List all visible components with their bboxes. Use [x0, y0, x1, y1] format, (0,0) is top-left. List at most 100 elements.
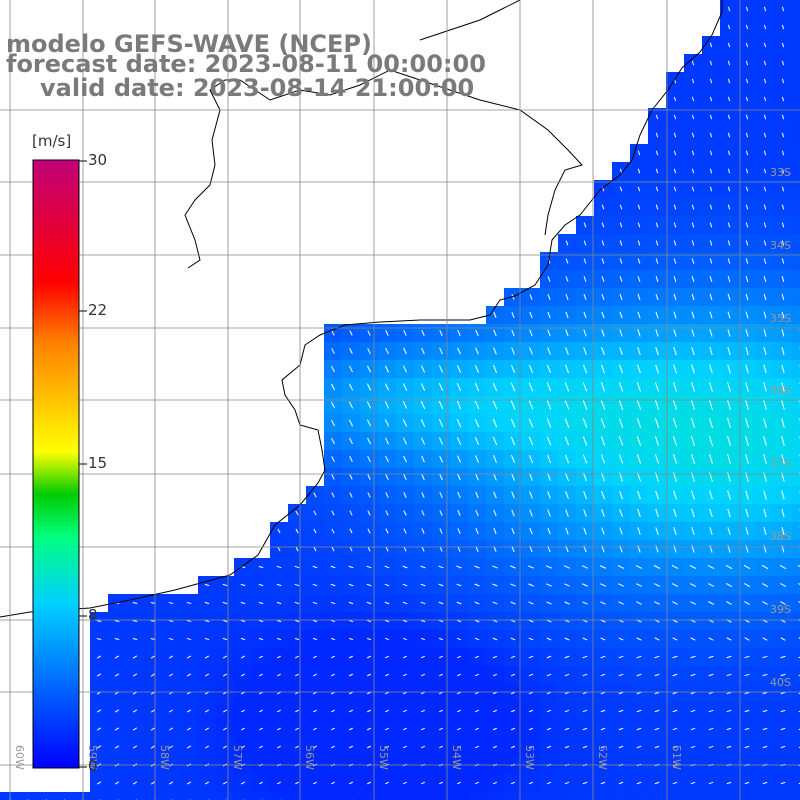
wind-arrow	[492, 781, 498, 785]
wind-arrow	[438, 437, 444, 445]
wind-arrow	[132, 727, 138, 731]
wind-arrow	[204, 601, 210, 605]
wind-arrow	[691, 186, 695, 192]
wind-arrow	[384, 419, 390, 427]
wind-arrow	[763, 78, 767, 84]
wind-arrow	[619, 186, 623, 192]
wind-arrow	[295, 528, 299, 534]
wind-arrow	[366, 419, 372, 427]
wind-arrow	[241, 709, 245, 713]
wind-arrow	[709, 311, 713, 319]
wind-cell	[18, 792, 36, 800]
wind-cell	[72, 792, 90, 800]
wind-arrow	[727, 275, 731, 283]
northern-coast	[419, 0, 521, 41]
wind-arrow	[457, 347, 461, 355]
wind-arrow	[672, 691, 678, 695]
wind-arrow	[600, 382, 606, 392]
wind-arrow	[258, 637, 264, 641]
wind-arrow	[510, 637, 516, 641]
wind-arrow	[511, 473, 515, 481]
wind-arrow	[385, 528, 389, 534]
wind-arrow	[600, 655, 606, 659]
wind-arrow	[636, 673, 642, 677]
wind-arrow	[312, 601, 318, 605]
wind-arrow	[780, 637, 786, 641]
wind-arrow	[294, 709, 300, 713]
wind-arrow	[708, 673, 714, 677]
wind-arrow	[150, 781, 156, 785]
wind-arrow	[781, 222, 785, 228]
longitude-label: 54W	[450, 745, 463, 770]
wind-arrow	[708, 601, 714, 605]
wind-arrow	[150, 655, 156, 659]
wind-arrow	[582, 691, 588, 695]
wind-arrow	[439, 329, 443, 337]
wind-arrow	[330, 619, 336, 623]
wind-cell	[414, 792, 432, 800]
wind-arrow	[727, 24, 731, 30]
wind-arrow	[673, 364, 677, 374]
wind-cell	[792, 594, 800, 612]
wind-arrow	[384, 709, 390, 713]
wind-arrow	[240, 655, 246, 659]
wind-arrow	[727, 258, 731, 264]
wind-arrow	[528, 709, 534, 713]
wind-arrow	[456, 418, 462, 428]
wind-arrow	[492, 709, 498, 713]
wind-arrow	[492, 565, 498, 569]
wind-arrow	[655, 490, 659, 500]
wind-arrow	[438, 400, 444, 410]
wind-arrow	[673, 293, 677, 301]
wind-arrow	[438, 382, 444, 392]
wind-arrow	[564, 745, 570, 749]
wind-arrow	[258, 565, 264, 569]
wind-arrow	[636, 418, 642, 428]
wind-arrow	[565, 491, 569, 499]
wind-arrow	[582, 781, 588, 785]
wind-arrow	[744, 745, 750, 749]
wind-arrow	[673, 527, 677, 535]
wind-arrow	[727, 526, 731, 536]
wind-cell	[792, 162, 800, 180]
wind-arrow	[690, 709, 696, 713]
wind-arrow	[439, 528, 443, 534]
wind-arrow	[222, 673, 228, 677]
wind-arrow	[510, 400, 516, 410]
wind-arrow	[204, 673, 210, 677]
wind-arrow	[565, 311, 569, 319]
wind-arrow	[241, 727, 245, 731]
wind-arrow	[294, 745, 300, 749]
wind-arrow	[673, 150, 677, 156]
wind-arrow	[637, 490, 641, 500]
wind-arrow	[96, 727, 102, 731]
wind-arrow	[312, 709, 318, 713]
wind-arrow	[546, 565, 552, 569]
wind-arrow	[528, 454, 534, 464]
wind-arrow	[563, 565, 571, 569]
wind-arrow	[186, 727, 192, 731]
wind-arrow	[618, 601, 624, 605]
wind-arrow	[745, 24, 749, 30]
wind-arrow	[258, 619, 264, 623]
wind-arrow	[583, 527, 587, 535]
wind-arrow	[582, 727, 588, 731]
wind-arrow	[709, 508, 713, 518]
wind-arrow	[96, 673, 102, 677]
wind-arrow	[420, 619, 426, 623]
longitude-label: 52W	[596, 745, 609, 770]
wind-arrow	[439, 491, 443, 499]
wind-arrow	[619, 311, 623, 319]
latitude-label: 36S	[770, 384, 791, 397]
wind-arrow	[420, 691, 426, 695]
wind-arrow	[438, 365, 444, 373]
wind-arrow	[727, 364, 731, 374]
wind-arrow	[384, 745, 390, 749]
wind-arrow	[745, 258, 749, 264]
wind-arrow	[690, 781, 696, 785]
wind-arrow	[798, 692, 800, 695]
wind-arrow	[781, 96, 785, 102]
wind-arrow	[781, 364, 785, 374]
wind-arrow	[474, 745, 480, 749]
wind-arrow	[582, 583, 588, 587]
